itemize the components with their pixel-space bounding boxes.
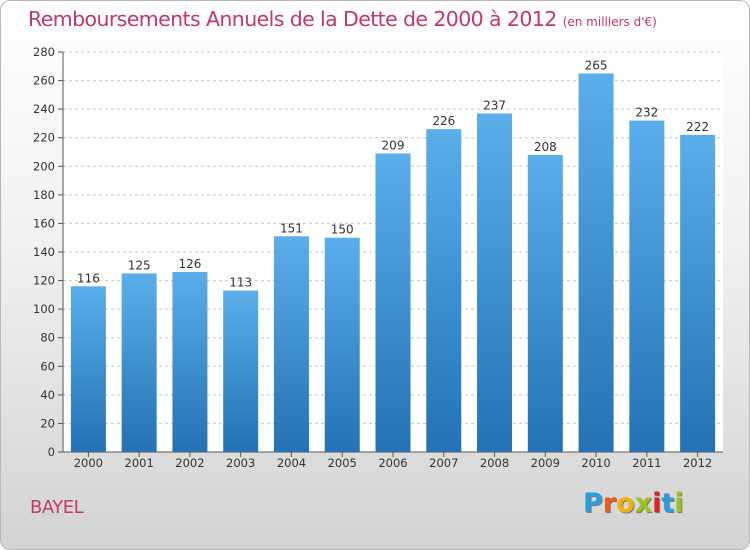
x-tick-label-2012: 2012 bbox=[683, 456, 712, 470]
y-tick-label: 0 bbox=[48, 445, 55, 459]
y-tick-label: 160 bbox=[33, 216, 55, 230]
logo-letter: i bbox=[652, 488, 662, 519]
x-tick-label-2008: 2008 bbox=[480, 456, 509, 470]
x-tick-label-2009: 2009 bbox=[531, 456, 560, 470]
bar-value-label-2007: 226 bbox=[432, 114, 455, 128]
bar-2004 bbox=[273, 236, 309, 452]
bar-2001 bbox=[121, 273, 157, 452]
commune-name: BAYEL bbox=[30, 497, 84, 518]
y-tick-label: 180 bbox=[33, 188, 55, 202]
bar-2008 bbox=[477, 113, 513, 452]
y-tick-label: 200 bbox=[33, 159, 55, 173]
x-tick-label-2000: 2000 bbox=[74, 456, 103, 470]
y-tick-label: 120 bbox=[33, 274, 55, 288]
y-tick-label: 240 bbox=[33, 102, 55, 116]
logo-letter: t bbox=[661, 488, 675, 519]
bar-value-label-2001: 125 bbox=[128, 258, 151, 272]
x-tick-label-2006: 2006 bbox=[378, 456, 407, 470]
bar-value-label-2011: 232 bbox=[635, 106, 658, 120]
x-tick-label-2010: 2010 bbox=[581, 456, 610, 470]
y-tick-label: 280 bbox=[33, 45, 55, 59]
bar-2009 bbox=[527, 154, 563, 452]
bar-2000 bbox=[70, 286, 106, 452]
y-tick-label: 80 bbox=[40, 331, 55, 345]
x-tick-label-2005: 2005 bbox=[328, 456, 357, 470]
bar-value-label-2002: 126 bbox=[178, 257, 201, 271]
bar-value-label-2003: 113 bbox=[229, 276, 252, 290]
x-tick-label-2004: 2004 bbox=[277, 456, 306, 470]
y-tick-label: 140 bbox=[33, 245, 55, 259]
bar-value-label-2010: 265 bbox=[585, 58, 608, 72]
bar-2011 bbox=[629, 120, 665, 453]
bar-value-label-2008: 237 bbox=[483, 98, 506, 112]
bar-2005 bbox=[324, 237, 360, 452]
chart-title-text: Remboursements Annuels de la Dette de 20… bbox=[28, 7, 557, 31]
proxiti-logo: Proxiti bbox=[583, 488, 684, 519]
bar-value-label-2006: 209 bbox=[382, 138, 405, 152]
unit-label: (en milliers d'€) bbox=[562, 15, 657, 29]
logo-letter: i bbox=[674, 488, 684, 519]
y-tick-label: 260 bbox=[33, 74, 55, 88]
y-tick-label: 20 bbox=[40, 416, 55, 430]
bar-2002 bbox=[172, 272, 208, 452]
logo-letter: P bbox=[583, 488, 603, 519]
y-tick-label: 100 bbox=[33, 302, 55, 316]
x-tick-label-2007: 2007 bbox=[429, 456, 458, 470]
bar-2007 bbox=[426, 129, 462, 452]
bar-2012 bbox=[680, 134, 716, 452]
bar-2003 bbox=[223, 290, 259, 452]
bar-value-label-2009: 208 bbox=[534, 140, 557, 154]
bar-2010 bbox=[578, 73, 614, 452]
logo-letter: x bbox=[634, 488, 653, 519]
x-tick-label-2011: 2011 bbox=[632, 456, 661, 470]
bar-value-label-2012: 222 bbox=[686, 120, 709, 134]
x-tick-label-2001: 2001 bbox=[125, 456, 154, 470]
bar-2006 bbox=[375, 153, 411, 452]
logo-letter: o bbox=[616, 488, 635, 519]
bar-value-label-2000: 116 bbox=[77, 271, 100, 285]
y-tick-label: 220 bbox=[33, 131, 55, 145]
y-tick-label: 40 bbox=[40, 388, 55, 402]
chart-title: Remboursements Annuels de la Dette de 20… bbox=[28, 7, 657, 31]
logo-letter: r bbox=[602, 488, 617, 519]
bar-value-label-2004: 151 bbox=[280, 221, 303, 235]
y-tick-label: 60 bbox=[40, 359, 55, 373]
x-tick-label-2002: 2002 bbox=[175, 456, 204, 470]
x-tick-label-2003: 2003 bbox=[226, 456, 255, 470]
bar-value-label-2005: 150 bbox=[331, 223, 354, 237]
